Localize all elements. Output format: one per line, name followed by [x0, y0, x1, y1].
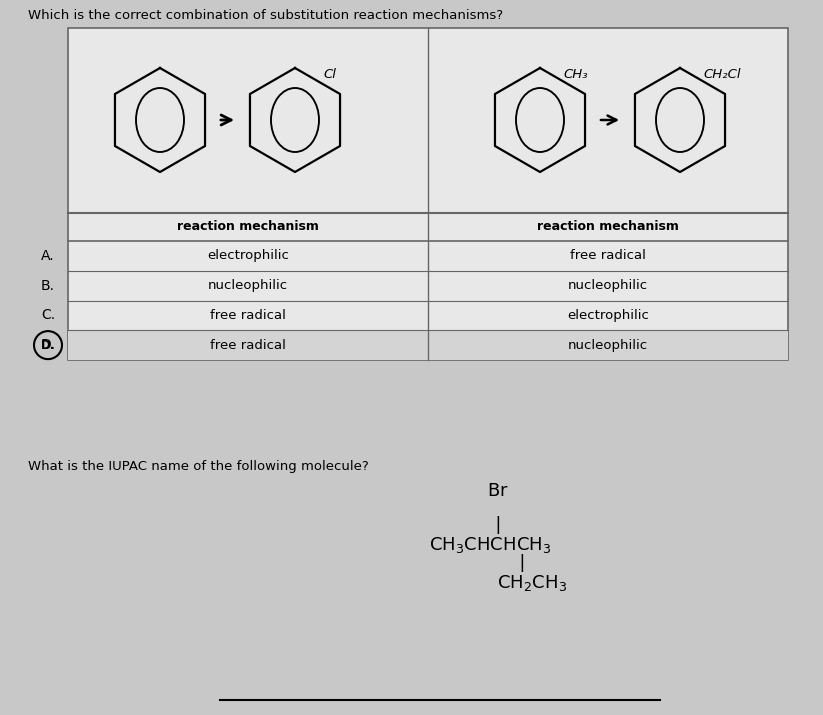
Text: A.: A. [41, 249, 55, 263]
Text: nucleophilic: nucleophilic [568, 279, 648, 292]
Text: Cl: Cl [323, 68, 337, 81]
Text: electrophilic: electrophilic [567, 309, 649, 322]
Text: free radical: free radical [210, 339, 286, 352]
Text: free radical: free radical [210, 309, 286, 322]
Text: D.: D. [40, 338, 56, 352]
FancyArrowPatch shape [221, 115, 231, 125]
Text: reaction mechanism: reaction mechanism [537, 220, 679, 234]
Text: electrophilic: electrophilic [207, 250, 289, 262]
Text: free radical: free radical [570, 250, 646, 262]
Text: What is the IUPAC name of the following molecule?: What is the IUPAC name of the following … [28, 460, 369, 473]
Text: |: | [517, 554, 528, 572]
Bar [68, 28, 788, 360]
Text: $\mathregular{CH_3CHCHCH_3}$: $\mathregular{CH_3CHCHCH_3}$ [429, 535, 551, 555]
FancyArrowPatch shape [601, 116, 616, 124]
Text: CH₃: CH₃ [564, 68, 588, 81]
Text: D.: D. [41, 339, 55, 352]
Text: $\mathregular{CH_2CH_3}$: $\mathregular{CH_2CH_3}$ [497, 573, 567, 593]
Text: nucleophilic: nucleophilic [568, 339, 648, 352]
Text: CH₂Cl: CH₂Cl [704, 68, 741, 81]
Circle shape [34, 331, 62, 359]
Text: $\mathregular{Br}$: $\mathregular{Br}$ [487, 482, 509, 500]
Text: reaction mechanism: reaction mechanism [177, 220, 319, 234]
Text: B.: B. [41, 279, 55, 292]
Text: Which is the correct combination of substitution reaction mechanisms?: Which is the correct combination of subs… [28, 9, 503, 22]
Bar [68, 330, 788, 360]
Text: |: | [492, 516, 504, 534]
Text: C.: C. [41, 308, 55, 322]
Text: nucleophilic: nucleophilic [208, 279, 288, 292]
